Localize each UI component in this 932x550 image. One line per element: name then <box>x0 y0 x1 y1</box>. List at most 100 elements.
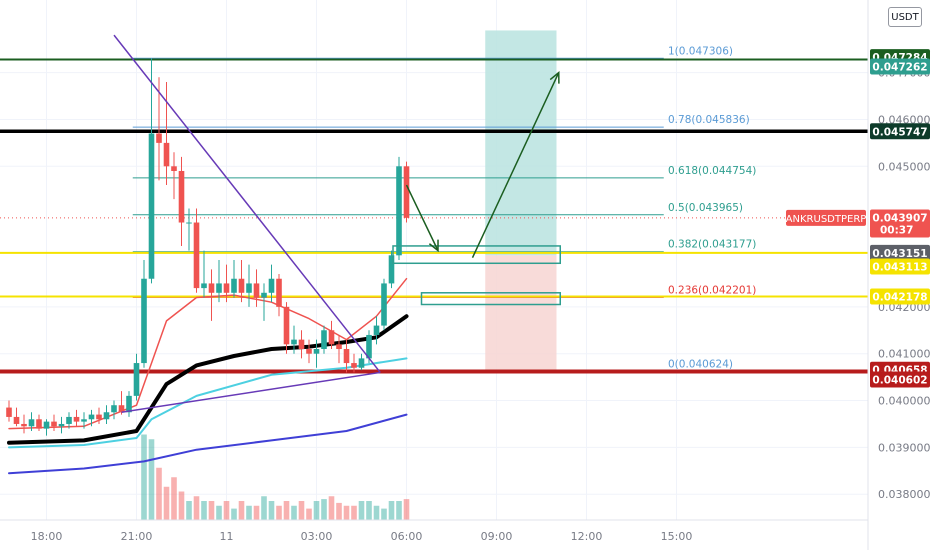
price-unit-button[interactable]: USDT <box>888 7 922 27</box>
zone-rectangle[interactable] <box>392 245 561 265</box>
price-badge <box>870 371 930 388</box>
candle-body <box>111 405 117 413</box>
candle-body <box>253 283 260 298</box>
arrow-head <box>428 239 439 253</box>
candle-body <box>291 339 297 345</box>
trendline[interactable] <box>113 34 381 373</box>
price-badge-text: 0.043113 <box>872 261 927 273</box>
candle-body <box>141 278 147 364</box>
symbol-label: ANKRUSDTPERP <box>786 214 867 225</box>
volume-bar <box>238 501 245 520</box>
time-tick-label: 06:00 <box>391 530 423 543</box>
candle-body <box>381 283 387 326</box>
candle-body <box>231 278 237 293</box>
candle-body <box>81 419 87 422</box>
volume-bar <box>178 491 185 520</box>
volume-bar <box>306 508 312 520</box>
candle-body <box>358 358 365 368</box>
price-badge <box>870 288 930 305</box>
volume-bar <box>358 501 365 520</box>
time-axis-background <box>0 520 868 550</box>
candle-body <box>133 363 140 396</box>
fib-level-label: 0.5(0.043965) <box>668 202 743 214</box>
volume-bar <box>246 505 252 520</box>
candle-body <box>351 363 357 368</box>
candle-body <box>366 334 372 359</box>
fib-level-label: 0(0.040624) <box>668 358 733 370</box>
candle-body <box>118 405 125 413</box>
time-tick-label: 03:00 <box>301 530 333 543</box>
volume-bar <box>403 499 410 520</box>
arrow-line[interactable] <box>471 72 560 258</box>
arrow-line[interactable] <box>405 184 439 251</box>
volume-bar <box>328 496 335 520</box>
volume-bar <box>396 501 402 520</box>
price-badge-text: 0.047262 <box>872 62 927 74</box>
volume-bar <box>216 505 222 520</box>
volume-bar <box>148 439 155 520</box>
volume-bar <box>261 496 267 520</box>
price-badge-text: 0.043151 <box>872 248 927 260</box>
trendline[interactable] <box>121 371 381 413</box>
candle-body <box>28 419 35 427</box>
price-badge-countdown: 00:37 <box>880 225 913 237</box>
time-tick-label: 21:00 <box>121 530 153 543</box>
fib-level-label: 0.78(0.045836) <box>668 114 750 126</box>
candle-body <box>403 166 410 218</box>
candle-body <box>156 133 162 143</box>
volume-bar <box>156 467 162 520</box>
price-badge <box>870 209 930 238</box>
volume-bar <box>193 496 200 520</box>
candle-body <box>388 255 395 284</box>
candle-body <box>163 142 170 167</box>
fib-level-label: 0.618(0.044754) <box>668 165 756 177</box>
candle-body <box>298 339 305 350</box>
fib-level-label: 1(0.047306) <box>668 45 733 57</box>
moving-average-line <box>8 413 408 475</box>
volume-bar <box>373 505 380 520</box>
candle-body <box>396 166 402 256</box>
candle-body <box>336 344 342 350</box>
volume-bar <box>313 501 320 520</box>
volume-bar <box>186 501 192 520</box>
candle-body <box>313 349 320 354</box>
time-tick-label: 11 <box>220 530 234 543</box>
volume-bar <box>298 501 305 520</box>
price-badge-text: 0.043907 <box>872 213 927 225</box>
volume-bar <box>253 505 260 520</box>
candle-body <box>268 278 275 293</box>
unit-label: USDT <box>891 11 919 23</box>
price-badge <box>870 244 930 261</box>
volume-bar <box>171 477 177 520</box>
volume-bar <box>336 502 342 520</box>
fib-level-label: 0.382(0.043177) <box>668 239 756 251</box>
symbol-label-background <box>786 209 866 226</box>
candle-body <box>276 278 282 307</box>
price-tick-label: 0.046000 <box>878 113 931 126</box>
volume-bar <box>223 501 230 520</box>
volume-bar <box>283 501 290 520</box>
volume-bar <box>208 501 215 520</box>
candle-body <box>171 166 177 171</box>
fib-level-label: 0.236(0.042201) <box>668 284 756 296</box>
time-tick-label: 18:00 <box>31 530 63 543</box>
volume-bar <box>291 505 297 520</box>
price-axis-background <box>868 0 932 550</box>
candle-body <box>328 330 335 345</box>
volume-bar <box>321 499 327 520</box>
price-tick-label: 0.039000 <box>878 441 931 454</box>
price-badge-text: 0.042178 <box>872 292 927 304</box>
target-zone <box>485 30 557 256</box>
price-tick-label: 0.041000 <box>878 348 931 361</box>
candle-body <box>73 416 80 422</box>
volume-bar <box>163 486 170 520</box>
candle-body <box>343 349 350 364</box>
zone-rectangle[interactable] <box>420 292 561 306</box>
candle-body <box>246 283 252 293</box>
candle-body <box>373 325 380 335</box>
volume-bar <box>343 505 350 520</box>
price-badge <box>870 123 930 140</box>
volume-bar <box>268 501 275 520</box>
candle-body <box>36 419 42 429</box>
